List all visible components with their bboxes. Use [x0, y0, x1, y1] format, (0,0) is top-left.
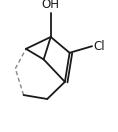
Text: OH: OH: [42, 0, 60, 11]
Text: Cl: Cl: [93, 40, 105, 53]
